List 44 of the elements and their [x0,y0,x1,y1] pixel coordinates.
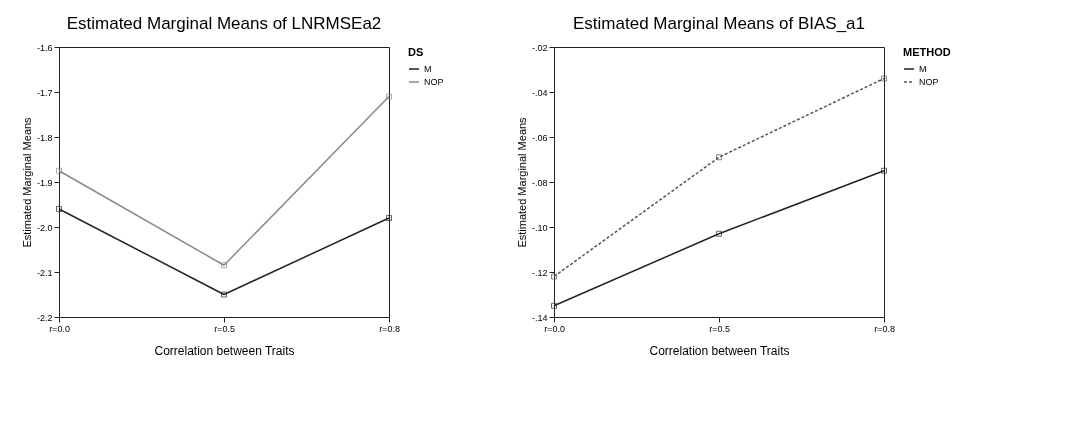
y-tick-label: -1.8 [36,132,53,143]
point [881,167,887,174]
legend-label: NOP [424,77,444,87]
x-axis-title: Correlation between Traits [154,343,295,358]
y-tick-label: -.10 [531,222,548,233]
point [716,154,722,161]
y-axis-title: Estimated Marginal Means [20,116,33,248]
y-tick-label: -.12 [531,267,548,278]
point [386,215,392,221]
y-tick-label: -.02 [531,42,548,53]
x-tick-label: r=0.0 [49,323,70,334]
point [551,273,557,280]
y-tick-label: -.14 [531,312,548,323]
point [221,291,227,298]
y-tick-label: -1.9 [36,177,53,188]
x-tick-label: r=0.8 [379,323,400,334]
chart-title: Estimated Marginal Means of LNRMSEa2 [66,14,382,33]
y-tick-label: -2.0 [36,222,53,233]
x-tick-label: r=0.8 [874,323,895,334]
y-tick-label: -2.1 [36,267,53,278]
point [881,75,887,82]
point [386,93,392,100]
y-tick-label: -.06 [531,132,548,143]
y-tick-label: -1.7 [36,87,53,98]
point [221,262,227,269]
legend-title: DS [408,46,424,58]
x-axis-title: Correlation between Traits [649,343,790,358]
point [716,230,722,237]
legend-title: METHOD [903,46,951,58]
point [551,302,557,309]
x-tick-label: r=0.5 [214,323,235,334]
legend-label: M [424,64,432,74]
y-axis-title: Estimated Marginal Means [515,116,528,248]
y-tick-label: -.08 [531,177,548,188]
legend-label: M [919,64,927,74]
point [56,206,62,212]
y-tick-label: -.04 [531,87,548,98]
chart-title: Estimated Marginal Means of BIAS_a1 [573,14,865,33]
y-tick-label: -1.6 [36,42,53,53]
legend-label: NOP [919,77,939,87]
x-tick-label: r=0.5 [709,323,730,334]
point [56,167,62,174]
x-tick-label: r=0.0 [544,323,565,334]
y-tick-label: -2.2 [36,312,53,323]
